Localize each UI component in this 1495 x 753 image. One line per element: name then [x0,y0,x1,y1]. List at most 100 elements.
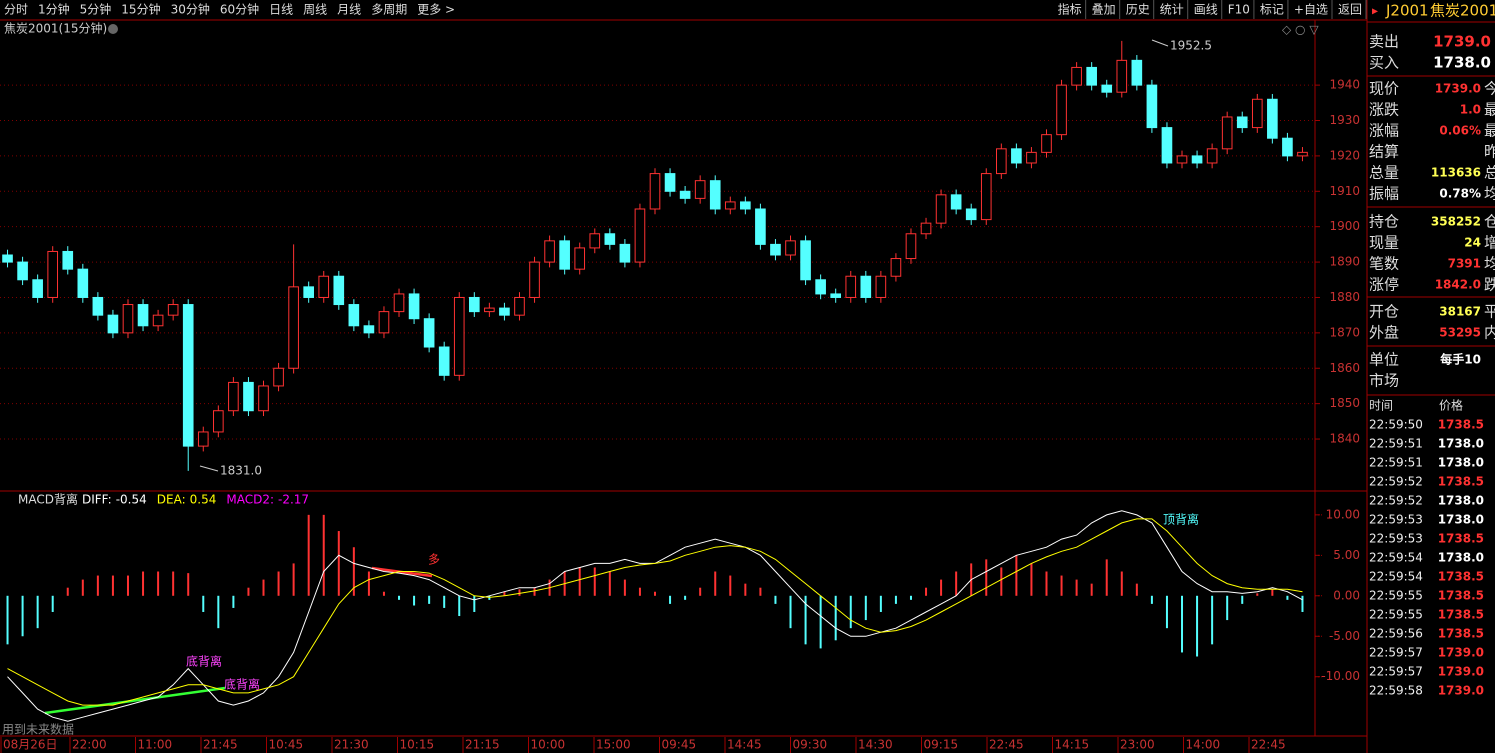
dea-line [7,518,1303,706]
chart-title: 焦炭2001(15分钟) [4,21,107,36]
quote-suffix: 仓 [1484,213,1495,231]
quote-label: 持仓 [1369,213,1399,231]
tool-button[interactable]: 叠加 [1092,3,1116,17]
period-tab[interactable]: 分时 [4,3,28,17]
indicator-value: -2.17 [278,493,309,507]
quote-suffix: 最 [1484,101,1495,119]
macd-bar [729,575,732,596]
dropdown-icon[interactable] [108,24,118,34]
quote-value: 113636 [1431,166,1481,180]
macd-bar [172,571,175,596]
candle-body [17,261,28,281]
macd-bar [36,595,39,629]
macd-bar [533,587,536,596]
macd-bar [1060,575,1063,596]
tick-time: 22:59:57 [1369,665,1423,679]
annotation: 底背离 [186,654,222,669]
tool-button[interactable]: +自选 [1294,3,1328,17]
macd-bar [909,595,912,600]
macd-bar [834,595,837,641]
quote-label: 现量 [1369,234,1399,252]
y-tick-label: 1900 [1329,219,1360,233]
y-tick-label: -10.00 [1321,669,1360,683]
candle-body [303,286,314,298]
candle-body [1131,59,1143,86]
tool-button[interactable]: 历史 [1126,3,1150,17]
period-tab[interactable]: 多周期 [371,3,407,17]
macd-bar [940,579,943,596]
macd-bar [849,595,852,629]
candle-body [770,243,781,256]
x-tick-label: 22:45 [989,738,1024,752]
candle-body [318,275,330,298]
macd-bar [1030,563,1033,596]
candle-body [996,148,1007,175]
tool-button[interactable]: 指标 [1058,2,1082,17]
tool-button[interactable]: F10 [1228,3,1250,17]
quote-value: 1.0 [1460,103,1481,117]
candle-body [122,304,134,334]
candle-body [709,180,721,210]
x-tick-label: 14:45 [727,738,762,752]
macd-bar [1181,595,1184,653]
candle-body [800,240,811,281]
y-tick-label: 10.00 [1326,507,1360,521]
macd-bar [307,514,310,596]
quote-suffix: 均 [1484,255,1495,273]
period-tab[interactable]: 30分钟 [171,2,210,17]
quote-label: 结算 [1369,143,1399,161]
icon[interactable]: ◇ ○ ▽ [1282,23,1319,37]
indicator-value: 0.54 [190,493,217,507]
macd-bar [1105,559,1108,596]
tool-button[interactable]: 返回 [1338,3,1362,17]
candle-body [619,243,631,263]
y-tick-label: 1880 [1329,290,1360,304]
candle-body [1282,137,1293,157]
period-tab[interactable]: 日线 [269,3,293,17]
book-price: 1739.0 [1433,33,1491,51]
macd-bar [638,587,641,596]
macd-bar [322,514,325,596]
candle-body [740,201,751,210]
period-tab[interactable]: 15分钟 [121,2,160,17]
quote-label: 单位 [1369,351,1399,369]
candle-body [468,296,480,313]
candle-body [348,304,360,327]
macd-bar [1256,593,1259,596]
period-tab[interactable]: 月线 [337,3,361,17]
x-tick-label: 23:00 [1120,738,1155,752]
period-tab[interactable]: 1分钟 [38,2,70,17]
candle-body [724,201,736,210]
tick-price: 1738.5 [1438,475,1484,489]
quote-suffix: 均 [1484,185,1495,203]
macd-bar [292,563,295,596]
tool-button[interactable]: 画线 [1194,3,1218,17]
quote-value: 38167 [1439,305,1481,319]
candle-body [182,304,194,447]
macd-bar [669,595,672,604]
quote-value: 1739.0 [1435,82,1481,96]
quote-value: 0.78% [1439,187,1481,201]
low-pointer [199,465,219,472]
x-tick-label: 09:15 [924,738,959,752]
macd-bar [593,567,596,596]
candle-body [438,346,450,376]
tool-button[interactable]: 标记 [1260,3,1284,17]
y-tick-label: 1840 [1329,432,1360,446]
candle-body [228,381,239,412]
x-tick-label: 08月26日 [3,738,58,752]
period-tab[interactable]: 5分钟 [80,2,112,17]
candle-body [197,431,209,447]
macd-bar [142,571,145,596]
tick-price: 1738.0 [1438,494,1484,508]
period-tab[interactable]: 周线 [303,3,327,17]
period-tab[interactable]: 更多 > [417,3,455,17]
period-tab[interactable]: 60分钟 [220,2,259,17]
tool-button[interactable]: 统计 [1160,3,1184,17]
candle-body [499,307,510,316]
low-label: 1831.0 [220,464,262,478]
candle-body [785,240,796,256]
macd-bar [232,595,235,608]
candle-body [1011,148,1022,164]
